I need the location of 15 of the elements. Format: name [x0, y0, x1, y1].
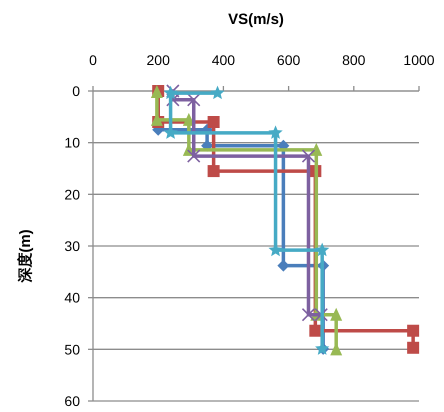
y-tick-label: 50 — [64, 341, 80, 358]
y-tick-label: 40 — [64, 290, 80, 306]
x-tick-label: 0 — [89, 52, 98, 68]
y-tick-label: 30 — [64, 238, 80, 254]
y-tick-label: 10 — [64, 134, 80, 151]
x-tick-label: 200 — [146, 52, 170, 68]
y-axis-title: 深度(m) — [16, 229, 34, 284]
x-tick-label: 800 — [342, 52, 366, 68]
y-tick-label: 60 — [64, 393, 80, 409]
y-tick-label: 20 — [64, 186, 80, 202]
y-tick-label: 0 — [72, 83, 80, 99]
x-tick-label: 1000 — [403, 52, 435, 68]
x-tick-label: 600 — [276, 52, 300, 68]
x-tick-label: 400 — [212, 52, 236, 68]
x-axis-title: VS(m/s) — [228, 11, 284, 28]
